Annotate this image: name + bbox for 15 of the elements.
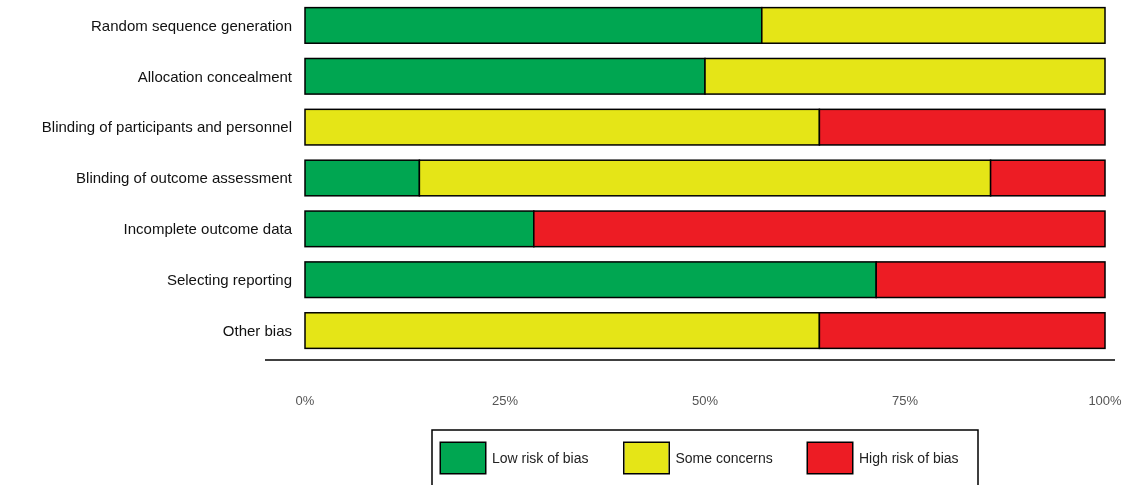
- x-tick-label: 75%: [891, 393, 919, 408]
- legend-label: High risk of bias: [859, 450, 959, 466]
- x-tick-label: 0%: [295, 393, 315, 408]
- y-tick-label: Selecting reporting: [166, 270, 292, 288]
- y-tick-label: Blinding of outcome assessment: [76, 169, 293, 187]
- x-tick-label: 100%: [1088, 393, 1123, 408]
- x-tick-label: 50%: [691, 393, 719, 408]
- y-tick-label: Blinding of participants and personnel: [41, 118, 292, 136]
- y-tick-label: Other bias: [222, 321, 292, 339]
- y-tick-label: Incomplete outcome data: [123, 220, 293, 238]
- legend-label: Low risk of bias: [492, 450, 589, 466]
- y-tick-label: Random sequence generation: [91, 16, 292, 34]
- x-tick-label: 25%: [491, 393, 519, 408]
- y-tick-label: Allocation concealment: [137, 67, 293, 85]
- legend-label: Some concerns: [675, 450, 773, 466]
